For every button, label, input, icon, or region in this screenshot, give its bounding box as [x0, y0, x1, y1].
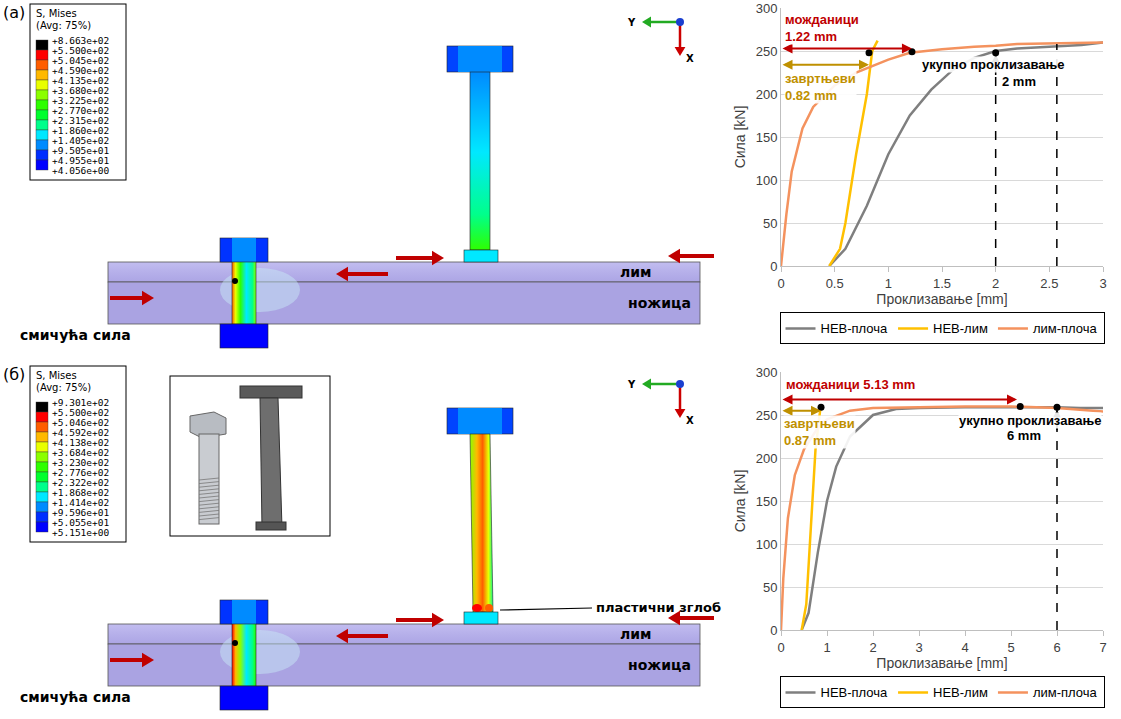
svg-text:ножица: ножица	[628, 295, 691, 311]
svg-text:пластични зглоб: пластични зглоб	[596, 600, 721, 615]
svg-text:S, Mises: S, Mises	[36, 8, 77, 19]
svg-text:лим-плоча: лим-плоча	[1033, 321, 1098, 336]
svg-text:250: 250	[756, 44, 778, 59]
svg-text:лим: лим	[620, 264, 652, 280]
svg-text:завртњеви0.87 mm: завртњеви0.87 mm	[784, 416, 855, 448]
svg-text:6 mm: 6 mm	[1007, 428, 1041, 443]
svg-text:Проклизавање [mm]: Проклизавање [mm]	[876, 655, 1007, 671]
svg-text:+3.680e+02: +3.680e+02	[52, 84, 110, 96]
svg-text:4: 4	[961, 640, 968, 655]
svg-text:0: 0	[777, 276, 784, 291]
svg-text:+9.301e+02: +9.301e+02	[52, 396, 110, 408]
svg-text:Y: Y	[627, 379, 636, 390]
svg-text:+4.056e+00: +4.056e+00	[52, 165, 109, 176]
svg-text:+4.590e+02: +4.590e+02	[52, 64, 110, 76]
svg-text:Y: Y	[627, 17, 636, 28]
svg-text:+1.860e+02: +1.860e+02	[52, 124, 110, 136]
svg-text:+2.322e+02: +2.322e+02	[52, 476, 110, 488]
svg-text:5: 5	[1007, 640, 1014, 655]
svg-text:100: 100	[756, 537, 778, 552]
svg-text:200: 200	[756, 87, 778, 102]
svg-text:2: 2	[869, 640, 876, 655]
svg-text:2.5: 2.5	[1040, 276, 1058, 291]
svg-text:1: 1	[823, 640, 830, 655]
svg-text:+5.046e+02: +5.046e+02	[52, 416, 110, 428]
svg-text:можданици 5.13 mm: можданици 5.13 mm	[786, 377, 915, 392]
svg-text:1.5: 1.5	[933, 276, 951, 291]
svg-text:+5.045e+02: +5.045e+02	[52, 54, 110, 66]
svg-text:50: 50	[763, 216, 777, 231]
svg-text:+5.500e+02: +5.500e+02	[52, 406, 110, 418]
svg-text:смичућа сила: смичућа сила	[20, 327, 131, 343]
svg-text:300: 300	[756, 1, 778, 16]
svg-text:+8.663e+02: +8.663e+02	[52, 34, 110, 46]
svg-text:+3.684e+02: +3.684e+02	[52, 446, 110, 458]
svg-text:+9.505e+01: +9.505e+01	[52, 144, 110, 156]
svg-text:3: 3	[915, 640, 922, 655]
svg-text:НЕВ-плоча: НЕВ-плоча	[821, 321, 889, 336]
svg-text:+2.315e+02: +2.315e+02	[52, 114, 110, 126]
svg-text:+1.414e+02: +1.414e+02	[52, 496, 110, 508]
svg-text:+3.230e+02: +3.230e+02	[52, 456, 110, 468]
svg-text:ножица: ножица	[628, 657, 691, 673]
svg-text:7: 7	[1099, 640, 1106, 655]
svg-text:2: 2	[992, 276, 999, 291]
svg-text:0: 0	[770, 623, 777, 638]
svg-text:Сила [kN]: Сила [kN]	[732, 470, 748, 533]
svg-text:смичућа сила: смичућа сила	[20, 689, 131, 705]
svg-text:укупно проклизавање: укупно проклизавање	[959, 413, 1101, 428]
svg-text:лим-плоча: лим-плоча	[1033, 685, 1098, 700]
svg-text:+4.955e+01: +4.955e+01	[52, 154, 110, 166]
svg-text:+1.868e+02: +1.868e+02	[52, 486, 110, 498]
svg-text:3: 3	[1099, 276, 1106, 291]
svg-text:НЕВ-лим: НЕВ-лим	[933, 685, 988, 700]
svg-text:0.5: 0.5	[826, 276, 844, 291]
svg-text:100: 100	[756, 173, 778, 188]
svg-text:250: 250	[756, 408, 778, 423]
svg-text:(б): (б)	[3, 365, 25, 384]
svg-text:150: 150	[756, 130, 778, 145]
svg-text:50: 50	[763, 580, 777, 595]
svg-text:НЕВ-плоча: НЕВ-плоча	[821, 685, 889, 700]
svg-text:1: 1	[885, 276, 892, 291]
svg-text:+5.151e+00: +5.151e+00	[52, 527, 109, 538]
svg-text:2 mm: 2 mm	[1002, 74, 1036, 89]
svg-text:(a): (a)	[3, 3, 25, 22]
svg-text:+3.225e+02: +3.225e+02	[52, 94, 110, 106]
svg-text:0: 0	[777, 640, 784, 655]
svg-text:+2.776e+02: +2.776e+02	[52, 466, 110, 478]
svg-text:+4.138e+02: +4.138e+02	[52, 436, 110, 448]
svg-text:+2.770e+02: +2.770e+02	[52, 104, 110, 116]
svg-text:+4.592e+02: +4.592e+02	[52, 426, 110, 438]
svg-text:X: X	[686, 53, 694, 64]
svg-text:НЕВ-лим: НЕВ-лим	[933, 321, 988, 336]
svg-text:+9.596e+01: +9.596e+01	[52, 506, 110, 518]
svg-text:(Avg: 75%): (Avg: 75%)	[36, 382, 91, 393]
svg-text:150: 150	[756, 494, 778, 509]
svg-text:завртњеви0.82 mm: завртњеви0.82 mm	[785, 71, 856, 103]
svg-text:300: 300	[756, 365, 778, 380]
svg-text:укупно проклизавање: укупно проклизавање	[922, 57, 1064, 72]
svg-text:X: X	[686, 415, 694, 426]
svg-text:Сила [kN]: Сила [kN]	[732, 106, 748, 169]
svg-text:(Avg: 75%): (Avg: 75%)	[36, 20, 91, 31]
svg-text:S, Mises: S, Mises	[36, 370, 77, 381]
svg-text:200: 200	[756, 451, 778, 466]
svg-text:можданици1.22 mm: можданици1.22 mm	[785, 12, 859, 44]
svg-text:+4.135e+02: +4.135e+02	[52, 74, 110, 86]
svg-text:6: 6	[1053, 640, 1060, 655]
svg-text:+5.055e+01: +5.055e+01	[52, 516, 110, 528]
svg-text:Проклизавање [mm]: Проклизавање [mm]	[876, 291, 1007, 307]
svg-text:+1.405e+02: +1.405e+02	[52, 134, 110, 146]
svg-text:0: 0	[770, 259, 777, 274]
svg-text:+5.500e+02: +5.500e+02	[52, 44, 110, 56]
svg-text:лим: лим	[620, 626, 652, 642]
